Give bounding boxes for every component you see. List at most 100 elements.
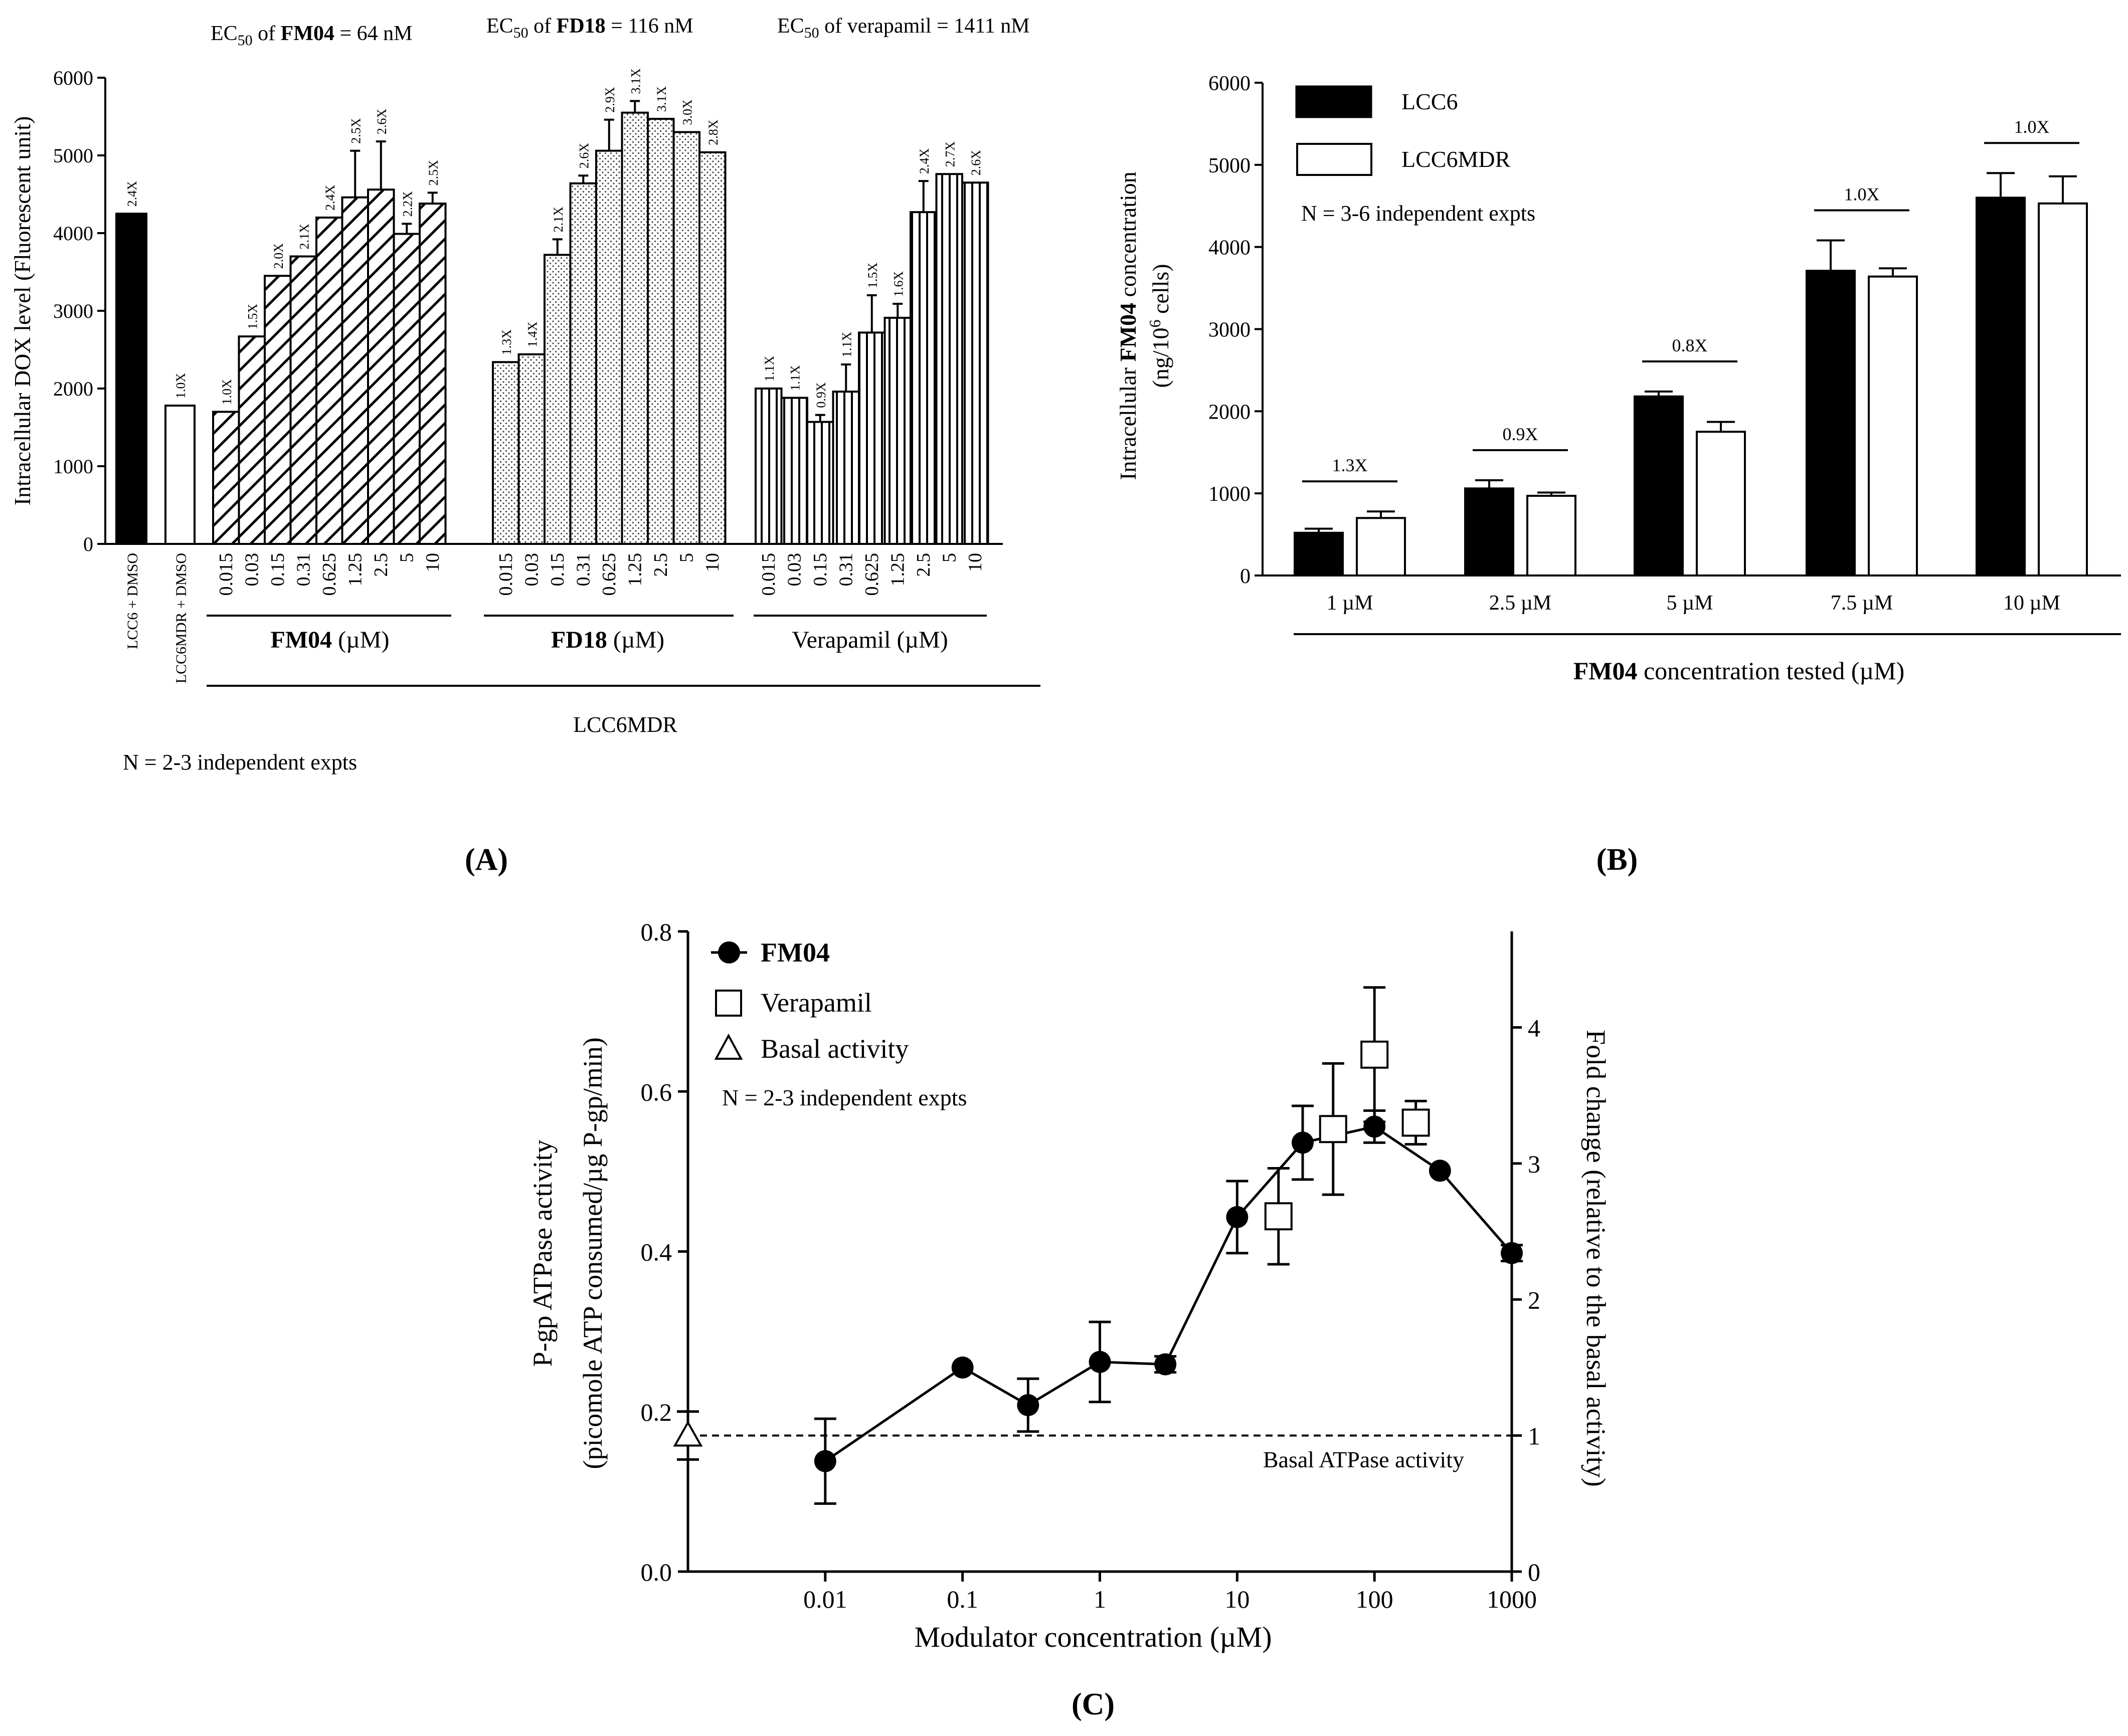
- panel-b-category-label: 10 µM: [2003, 592, 2060, 615]
- panel-a-bar: [621, 111, 649, 545]
- panel-b-bar: [1356, 517, 1406, 576]
- panel-a-category-label: 0.15: [547, 553, 568, 587]
- panel-a-bar: [832, 391, 860, 545]
- panel-a-fold-label: 1.4X: [525, 321, 540, 347]
- panel-a-bar: [492, 361, 520, 545]
- panel-c-point-verapamil: [1264, 1202, 1293, 1231]
- panel-b-bar: [1634, 395, 1684, 576]
- panel-b-y-tick-label: 1000: [1208, 483, 1251, 506]
- panel-a-fold-label: 1.6X: [891, 271, 906, 297]
- panel-a-category-label: 0.03: [784, 553, 805, 587]
- panel-a-fold-label: 0.9X: [814, 382, 828, 408]
- legend-marker-fm04: [718, 941, 740, 963]
- panel-b-category-label: 1 µM: [1326, 592, 1373, 615]
- panel-a-bar: [858, 331, 886, 545]
- panel-c-point-fm04: [1017, 1394, 1039, 1416]
- panel-a-fold-label: 2.2X: [400, 191, 415, 217]
- panel-a-bar: [883, 316, 912, 545]
- panel-a-category-label: 1.25: [344, 553, 366, 587]
- panel-a-fold-label: 2.4X: [917, 148, 932, 174]
- panel-a-category-label: 2.5: [913, 553, 934, 577]
- panel-a-bar: [238, 335, 266, 545]
- panel-a-category-label: 0.03: [241, 553, 262, 587]
- panel-a-category-label: 0.31: [573, 553, 594, 587]
- panel-a-fold-label: 1.0X: [220, 379, 234, 405]
- panel-c-y2-tick-label: 3: [1528, 1150, 1540, 1178]
- panel-a-group-caption: LCC6MDR: [573, 712, 677, 737]
- panel-b-y-tick-label: 5000: [1208, 154, 1251, 177]
- panel-b-category-label: 2.5 µM: [1489, 592, 1552, 615]
- legend-swatch-lcc6mdr: [1296, 143, 1372, 176]
- panel-a-category-label: 0.15: [810, 553, 831, 587]
- panel-c-point-basal: [673, 1420, 703, 1447]
- panel-a-fold-label: 2.1X: [297, 224, 311, 250]
- panel-a-category-label: 1.25: [624, 553, 645, 587]
- panel-b-y-tick-label: 4000: [1208, 237, 1251, 260]
- panel-a-fold-label: 1.1X: [839, 331, 854, 357]
- panel-b-fold-label: 0.8X: [1672, 335, 1708, 355]
- panel-b-bar: [2038, 202, 2088, 576]
- panel-a-fold-label: 2.9X: [603, 87, 617, 113]
- panel-b-xlabel: FM04 concentration tested (µM): [1573, 657, 1905, 685]
- panel-a-y-tick-label: 5000: [53, 144, 93, 167]
- panel-a-bar: [341, 196, 369, 545]
- panel-a-bar: [806, 421, 834, 545]
- panel-c-point-fm04: [1291, 1131, 1314, 1154]
- panel-a-category-label: 0.015: [216, 553, 237, 596]
- panel-c-axes: 0.0 0.2 0.4 0.6 0.8 0 1 2 3 4 0.01 0.1 1 10 100 1000: [641, 918, 1541, 1613]
- panel-c-xlabel: Modulator concentration (µM): [914, 1621, 1272, 1653]
- panel-a-ec50-verapamil: EC50 of verapamil = 1411 nM: [777, 15, 1030, 41]
- panel-a-fold-label: 2.1X: [551, 207, 566, 233]
- panel-a-category-label: 10: [702, 553, 723, 572]
- panel-a-category-label: 1.25: [887, 553, 908, 587]
- panel-a-fold-label: 2.4X: [125, 181, 139, 207]
- panel-b-note: N = 3-6 independent expts: [1301, 201, 1535, 226]
- panel-a-fold-label: 2.7X: [943, 141, 957, 167]
- panel-a-bar: [910, 211, 938, 545]
- panel-a-category-label: 0.15: [267, 553, 288, 587]
- panel-a-category-label: 0.31: [835, 553, 856, 587]
- panel-c-x-tick-label: 1: [1094, 1585, 1106, 1613]
- panel-a-category-label: LCC6MDR + DMSO: [173, 553, 190, 683]
- panel-c-y-tick-label: 0.0: [641, 1558, 672, 1586]
- panel-a-bar: [164, 405, 196, 545]
- panel-b-y-tick-label: 0: [1240, 565, 1251, 588]
- panel-a-fold-label: 1.5X: [865, 263, 880, 289]
- panel-a-category-label: 10: [965, 553, 986, 572]
- panel-a-category-label: 2.5: [650, 553, 671, 577]
- legend-label-lcc6mdr: LCC6MDR: [1401, 146, 1511, 172]
- panel-b-fold-label: 1.0X: [2014, 117, 2050, 137]
- legend-label-fm04: FM04: [761, 937, 830, 968]
- panel-a-category-label: 10: [422, 553, 443, 572]
- panel-c-y2-tick-label: 4: [1528, 1014, 1540, 1042]
- panel-a-y-tick-label: 1000: [53, 455, 93, 478]
- panel-a-bar: [595, 149, 623, 545]
- panel-a-bar: [264, 275, 292, 545]
- panel-b-bar: [1294, 531, 1344, 576]
- panel-a-fold-label: 2.8X: [706, 119, 721, 145]
- panel-a-category-label: 5: [676, 553, 697, 562]
- panel-a: EC50 of FM04 = 64 nM EC50 of FD18 = 116 …: [10, 15, 1040, 877]
- panel-a-group-title: FM04 (µM): [271, 627, 390, 653]
- panel-a-bar: [393, 233, 421, 545]
- legend-label-verapamil: Verapamil: [761, 988, 872, 1018]
- panel-b-legend: LCC6 LCC6MDR N = 3-6 independent expts: [1295, 85, 1535, 226]
- panel-a-y-tick-label: 3000: [53, 300, 93, 322]
- panel-a-bar: [755, 388, 783, 545]
- panel-a-y-tick-label: 6000: [53, 67, 93, 89]
- panel-b-fold-label: 0.9X: [1503, 424, 1538, 444]
- panel-a-fold-label: 2.6X: [375, 109, 389, 135]
- panel-a-category-label: 0.015: [758, 553, 779, 596]
- panel-a-category-label: 5: [396, 553, 417, 562]
- panel-c-point-fm04: [1501, 1242, 1523, 1264]
- panel-b-bars: 1.3X 1 µM 0.9X 2.5 µM 0.8X 5 µM 1.0X 7.5 µM 1.0X…: [1294, 117, 2088, 615]
- panel-a-bar: [212, 411, 240, 545]
- panel-a-bar: [315, 217, 343, 545]
- panel-a-bar: [672, 131, 700, 545]
- panel-b-bar: [1464, 487, 1514, 576]
- panel-a-bar: [517, 353, 546, 545]
- panel-a-category-label: LCC6 + DMSO: [124, 553, 141, 649]
- panel-a-category-label: 5: [939, 553, 960, 562]
- panel-a-bar: [367, 188, 395, 545]
- panel-c-point-verapamil: [1360, 1040, 1389, 1069]
